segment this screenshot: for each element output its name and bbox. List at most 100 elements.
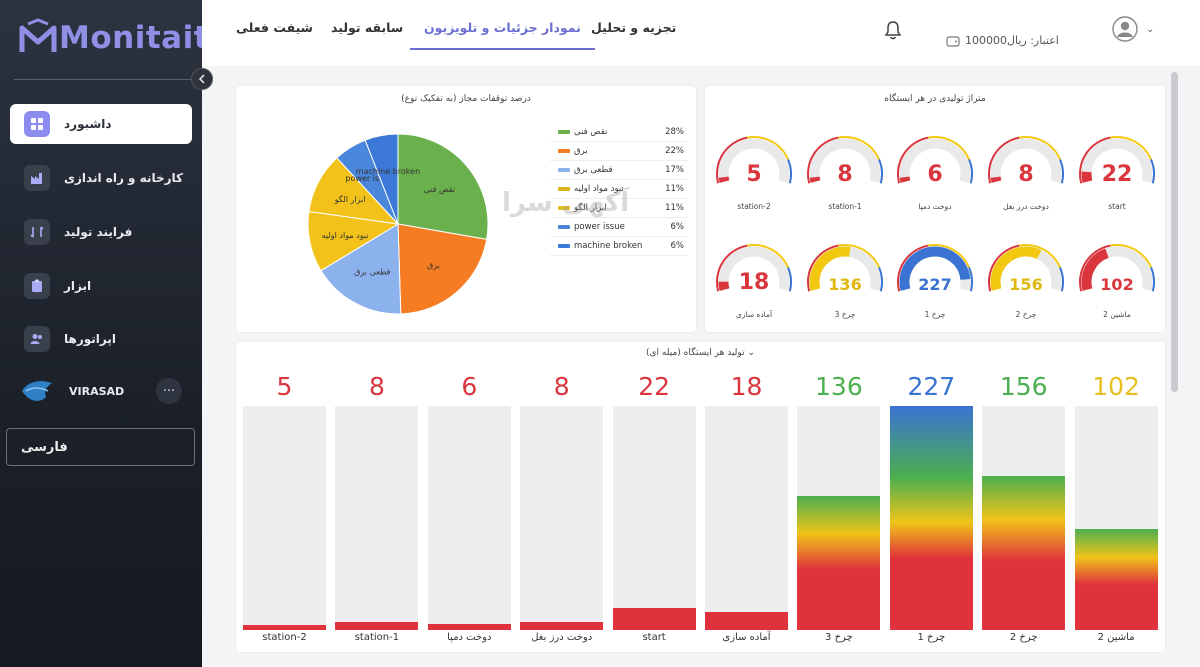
bar-track	[243, 406, 326, 630]
sidebar-item-label: اپراتورها	[64, 332, 116, 346]
gauge-dial	[988, 136, 1064, 184]
bar-value: 8	[553, 372, 570, 401]
account-menu[interactable]: ⌄	[1112, 16, 1154, 42]
bar-label: آماده سازی	[722, 632, 771, 643]
gauge-zone	[1110, 136, 1152, 160]
legend-label: قطعی برق	[574, 165, 613, 175]
bar-track	[427, 406, 511, 630]
bar[interactable]	[335, 622, 419, 630]
gauge-track	[809, 138, 881, 183]
collapse-sidebar-button[interactable]	[191, 68, 213, 90]
gauge-zone	[747, 136, 789, 160]
user-profile[interactable]: VIRASAD ···	[20, 376, 182, 406]
legend-item[interactable]: ابزار الگو 11%	[550, 199, 688, 218]
gauge-dial	[897, 244, 973, 292]
legend-percent: 6%	[670, 222, 685, 232]
bar[interactable]	[705, 612, 788, 630]
legend-item[interactable]: power issue 6%	[550, 218, 688, 237]
gauge-track	[718, 138, 790, 183]
legend-label: نقص فنی	[574, 127, 608, 137]
gauge-dial	[1079, 136, 1155, 184]
gauge-label: چرخ 2	[1015, 310, 1037, 319]
legend-item[interactable]: قطعی برق 17%	[550, 161, 688, 180]
bar[interactable]	[982, 476, 1066, 630]
pie-slice[interactable]	[320, 223, 402, 315]
tab-current-shift[interactable]: شیفت فعلی	[236, 20, 313, 35]
user-avatar-icon	[1112, 16, 1138, 42]
language-select[interactable]: فارسی	[6, 428, 195, 466]
legend-percent: 17%	[665, 165, 684, 175]
pie-slice[interactable]	[364, 133, 399, 225]
tab-production-history[interactable]: سابقه تولید	[331, 20, 404, 35]
legend-item[interactable]: نبود مواد اولیه 11%	[550, 180, 688, 199]
gauge-track	[990, 138, 1062, 183]
gauge-zone	[1110, 244, 1152, 268]
legend-percent: 11%	[665, 184, 684, 194]
gauge-zone	[878, 267, 883, 292]
legend-label: power issue	[574, 222, 625, 232]
gauge-dial	[716, 244, 792, 292]
bar-label: چرخ 3	[825, 632, 853, 643]
gauge: 8 دوخت درز بغل	[986, 134, 1066, 230]
gauge-label: آماده سازی	[735, 310, 773, 319]
grid-icon	[24, 111, 50, 137]
sidebar-item-dashboard[interactable]: داشبورد	[10, 104, 192, 144]
notification-bell-icon[interactable]	[884, 20, 902, 40]
legend-item[interactable]: نقص فنی 28%	[550, 123, 688, 142]
sidebar-item-label: ابزار	[64, 279, 92, 293]
gauge-zone	[1019, 244, 1061, 268]
bar[interactable]	[520, 622, 604, 630]
tab-detail-charts-tv[interactable]: نمودار جزئیات و تلویزیون	[410, 20, 595, 50]
gauge-label: دوخت درز بغل	[1003, 202, 1049, 211]
brand-logo[interactable]: Monitait	[18, 16, 209, 60]
gauge-fill	[899, 176, 911, 183]
gauge-zone	[988, 136, 1020, 184]
gauge-fill	[718, 281, 730, 291]
bar[interactable]	[612, 608, 696, 630]
gauge-dial	[807, 136, 883, 184]
gauge-value: 5	[746, 162, 762, 187]
gauge-value: 8	[837, 162, 853, 187]
sidebar-item-operators[interactable]: اپراتورها	[10, 319, 192, 359]
pie-slice[interactable]	[397, 223, 488, 315]
gauge: 5 station-2	[714, 134, 794, 230]
gauge-zone	[968, 267, 973, 292]
legend-item[interactable]: برق 22%	[550, 142, 688, 161]
gauge-value: 22	[1101, 162, 1133, 187]
legend-label: برق	[574, 146, 588, 156]
credit-balance: اعتبار: ریال100000	[946, 34, 1059, 47]
tab-analysis[interactable]: تجزیه و تحلیل	[591, 20, 677, 35]
sidebar-item-label: داشبورد	[64, 117, 112, 131]
brand-name: Monitait	[59, 20, 210, 56]
bar-track	[705, 406, 788, 630]
gauge: 156 چرخ 2	[986, 242, 1066, 338]
more-options-button[interactable]: ···	[156, 378, 182, 404]
bar[interactable]	[797, 495, 881, 630]
gauge-chart-card: متراژ تولیدی در هر ایستگاه 22 start 8 دوخت …	[705, 86, 1165, 332]
gauge: 6 دوخت دمپا	[895, 134, 975, 230]
sidebar-item-factory[interactable]: کارخانه و راه اندازی	[10, 158, 192, 198]
top-header: تجزیه و تحلیل نمودار جزئیات و تلویزیون س…	[202, 0, 1200, 66]
bar-label: چرخ 1	[917, 632, 946, 643]
page-scrollbar[interactable]	[1171, 72, 1178, 392]
gauge: 227 چرخ 1	[895, 242, 975, 338]
sidebar-divider	[14, 79, 192, 80]
sidebar: Monitait داشبورد کارخانه و راه اندازی فر…	[0, 0, 209, 667]
bar[interactable]	[1074, 529, 1158, 630]
sidebar-item-tools[interactable]: ابزار	[10, 266, 192, 306]
gauge-fill	[899, 246, 971, 291]
gauge-zone	[838, 136, 880, 160]
bar-chart-title-row[interactable]: تولید هر ایستگاه (میله ای) ⌄	[236, 348, 1165, 358]
bar-value: 156	[999, 372, 1048, 401]
bar-value: 22	[638, 372, 670, 401]
legend-item[interactable]: machine broken 6%	[550, 237, 688, 256]
pie-slice[interactable]	[397, 133, 489, 240]
bar[interactable]	[889, 406, 973, 630]
gauge: 136 چرخ 3	[805, 242, 885, 338]
watermark: آکهی سرا	[502, 188, 630, 218]
gauge-fill	[990, 246, 1042, 291]
gauge-zone	[1059, 159, 1064, 184]
sidebar-item-process[interactable]: فرایند تولید	[10, 212, 192, 252]
bar[interactable]	[243, 625, 326, 630]
bar[interactable]	[427, 624, 511, 630]
